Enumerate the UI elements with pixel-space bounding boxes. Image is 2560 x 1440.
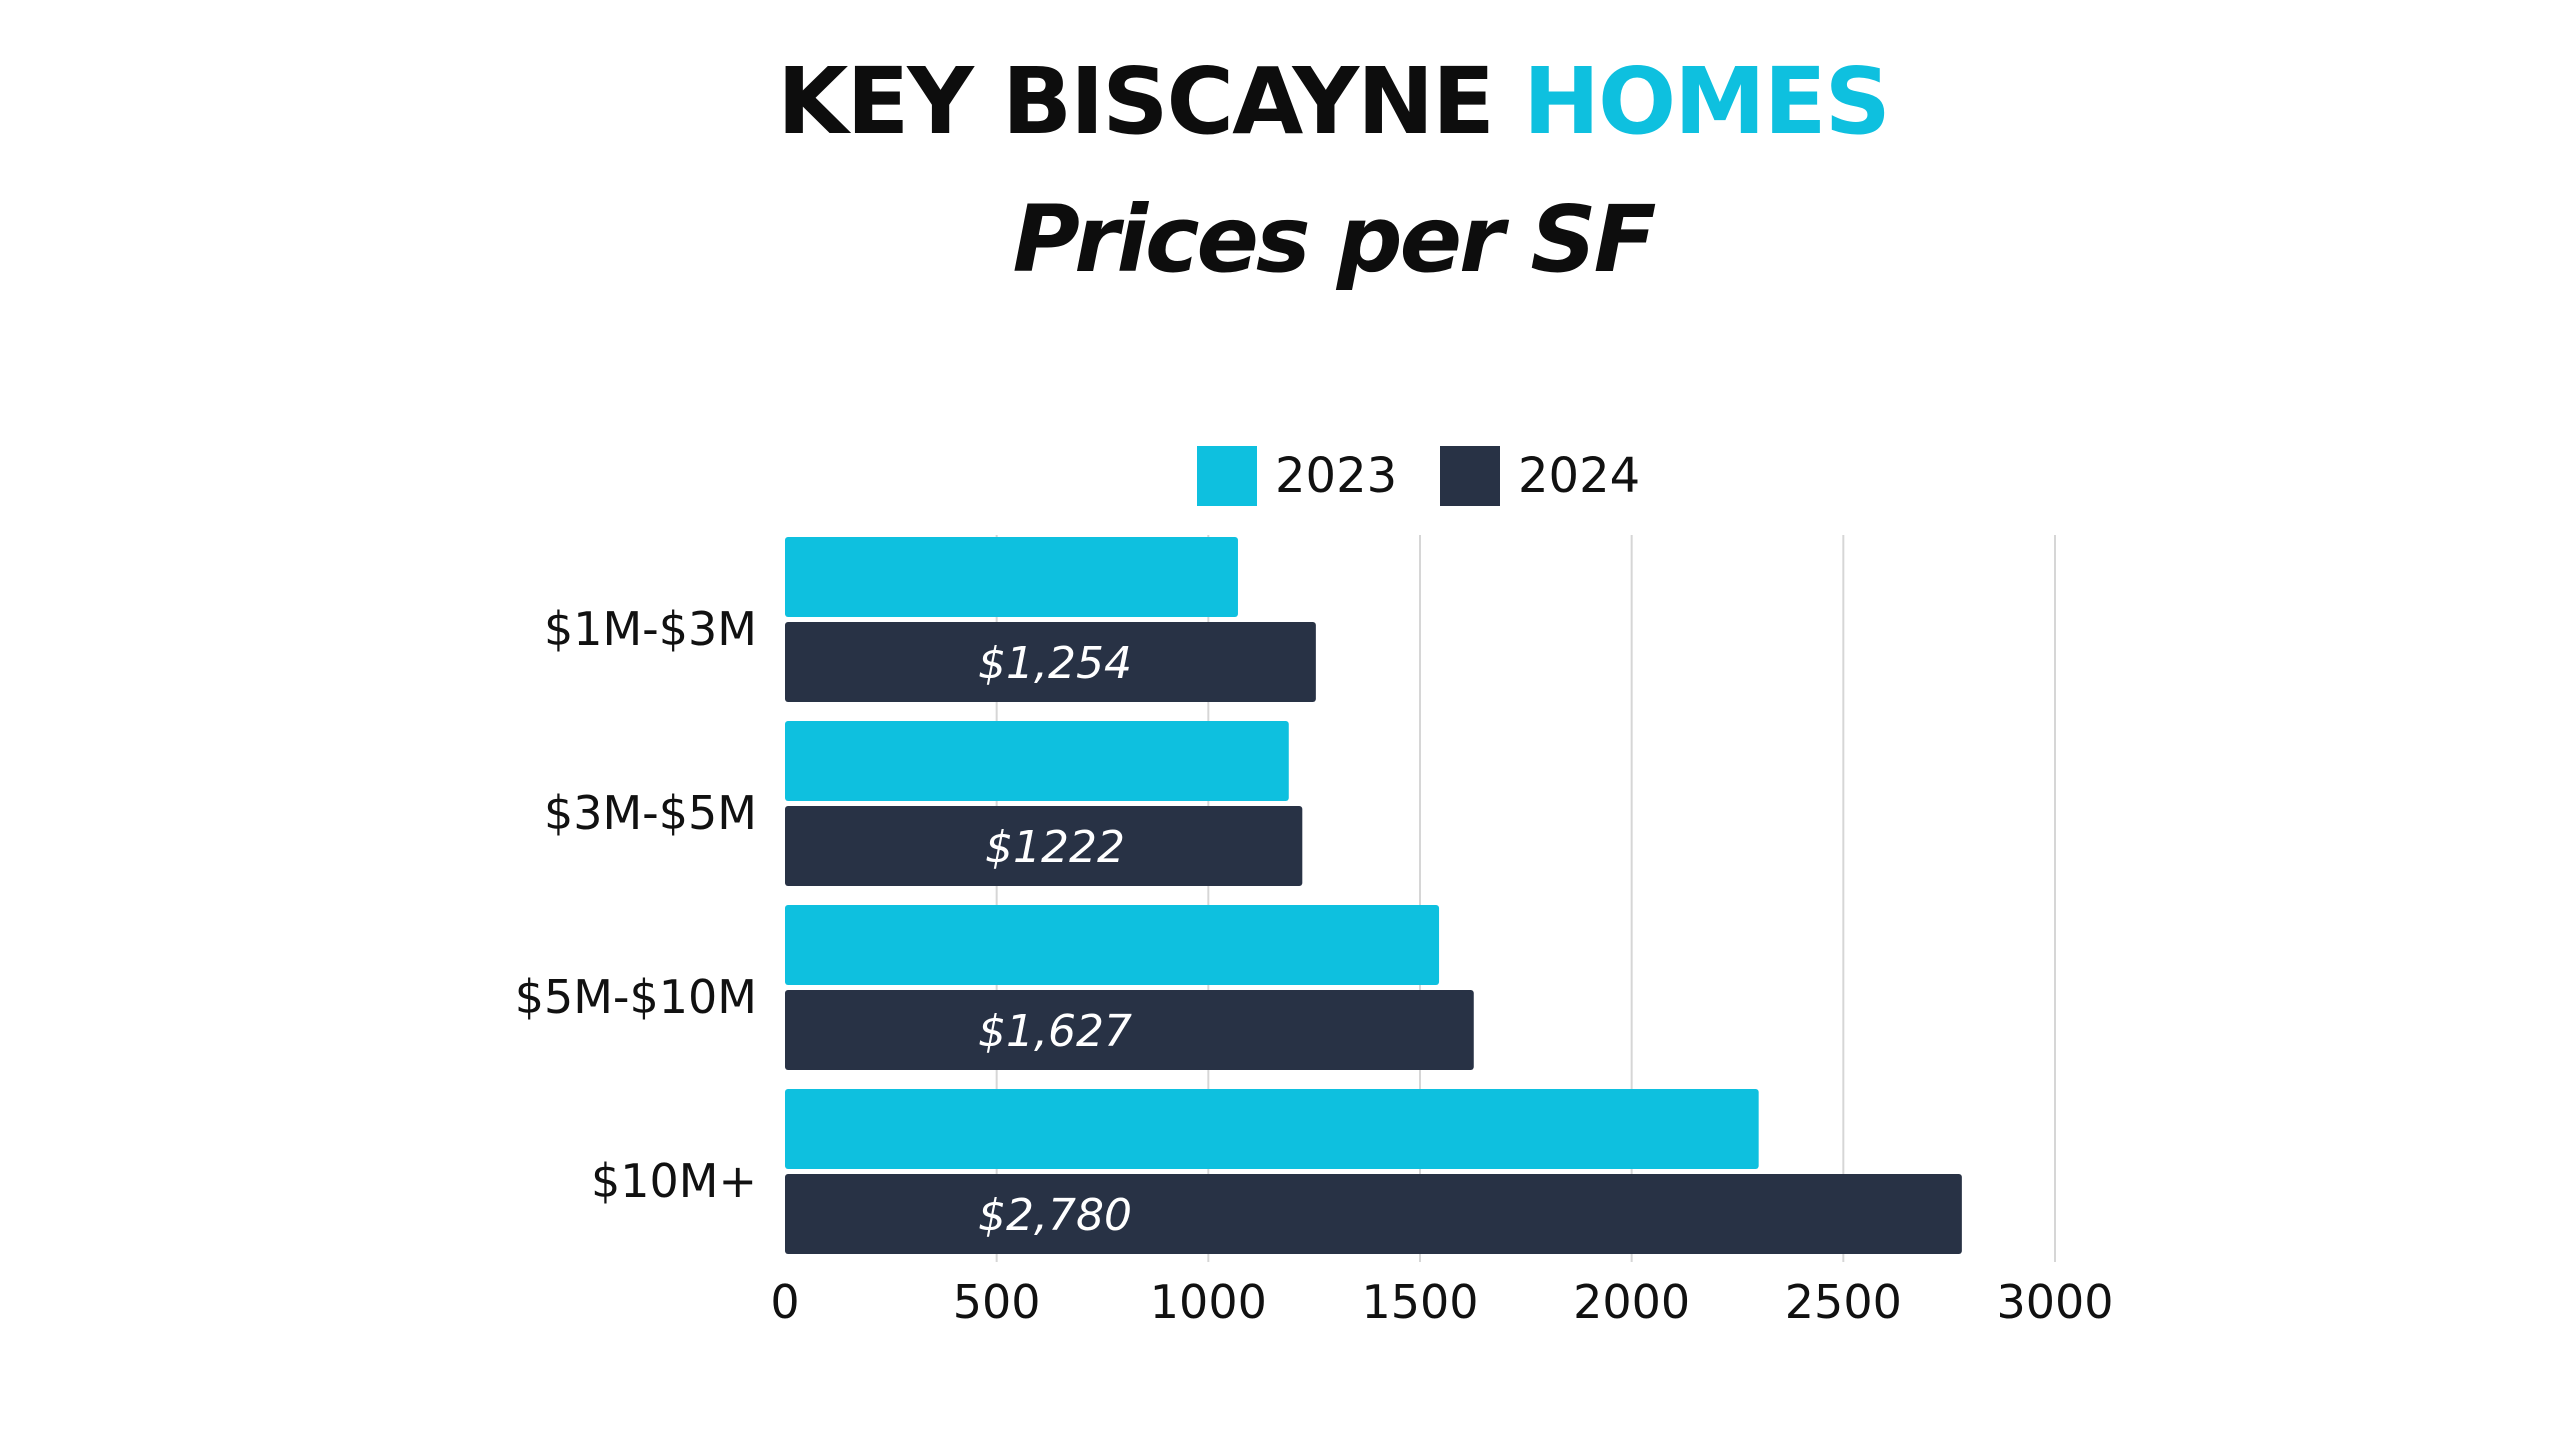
bar-2023-2 xyxy=(785,905,1440,985)
x-tick-label: 2500 xyxy=(1785,1275,1902,1329)
bar-2024-2 xyxy=(785,990,1474,1070)
bar-2024-0 xyxy=(785,622,1316,702)
x-tick-label: 1000 xyxy=(1150,1275,1267,1329)
category-label: $10M+ xyxy=(591,1154,757,1208)
chart-title-accent: HOMES xyxy=(1522,48,1891,155)
data-label-2024-0: $1,254 xyxy=(978,638,1132,689)
chart-title-main: KEY BISCAYNE xyxy=(777,48,1495,155)
legend: 2023 2024 xyxy=(1197,446,1640,506)
y-axis-categories: $1M-$3M $3M-$5M $5M-$10M $10M+ xyxy=(515,602,757,1208)
data-labels: $1,254 $1222 $1,627 $2,780 xyxy=(978,638,1132,1241)
data-label-2024-3: $2,780 xyxy=(978,1190,1132,1241)
x-tick-label: 2000 xyxy=(1573,1275,1690,1329)
chart-subtitle: Prices per SF xyxy=(1012,186,1657,293)
bar-2023-3 xyxy=(785,1089,1759,1169)
legend-label-2024: 2024 xyxy=(1518,448,1640,504)
legend-label-2023: 2023 xyxy=(1275,448,1397,504)
chart-title: KEY BISCAYNE HOMES xyxy=(0,48,2560,155)
category-label: $1M-$3M xyxy=(544,602,757,656)
x-tick-label: 3000 xyxy=(1996,1275,2113,1329)
x-tick-label: 0 xyxy=(770,1275,799,1329)
bar-2023-0 xyxy=(785,537,1238,617)
data-label-2024-1: $1222 xyxy=(985,822,1125,873)
legend-swatch-2024 xyxy=(1440,446,1500,506)
bar-2024-3 xyxy=(785,1174,1962,1254)
bars xyxy=(785,537,1962,1254)
bar-2024-1 xyxy=(785,806,1303,886)
x-axis-ticks: 0 500 1000 1500 2000 2500 3000 xyxy=(770,1275,2113,1329)
category-label: $3M-$5M xyxy=(544,786,757,840)
category-label: $5M-$10M xyxy=(515,970,757,1024)
bar-2023-1 xyxy=(785,721,1289,801)
data-label-2024-2: $1,627 xyxy=(978,1006,1132,1057)
x-tick-label: 500 xyxy=(953,1275,1041,1329)
x-tick-label: 1500 xyxy=(1361,1275,1478,1329)
legend-swatch-2023 xyxy=(1197,446,1257,506)
